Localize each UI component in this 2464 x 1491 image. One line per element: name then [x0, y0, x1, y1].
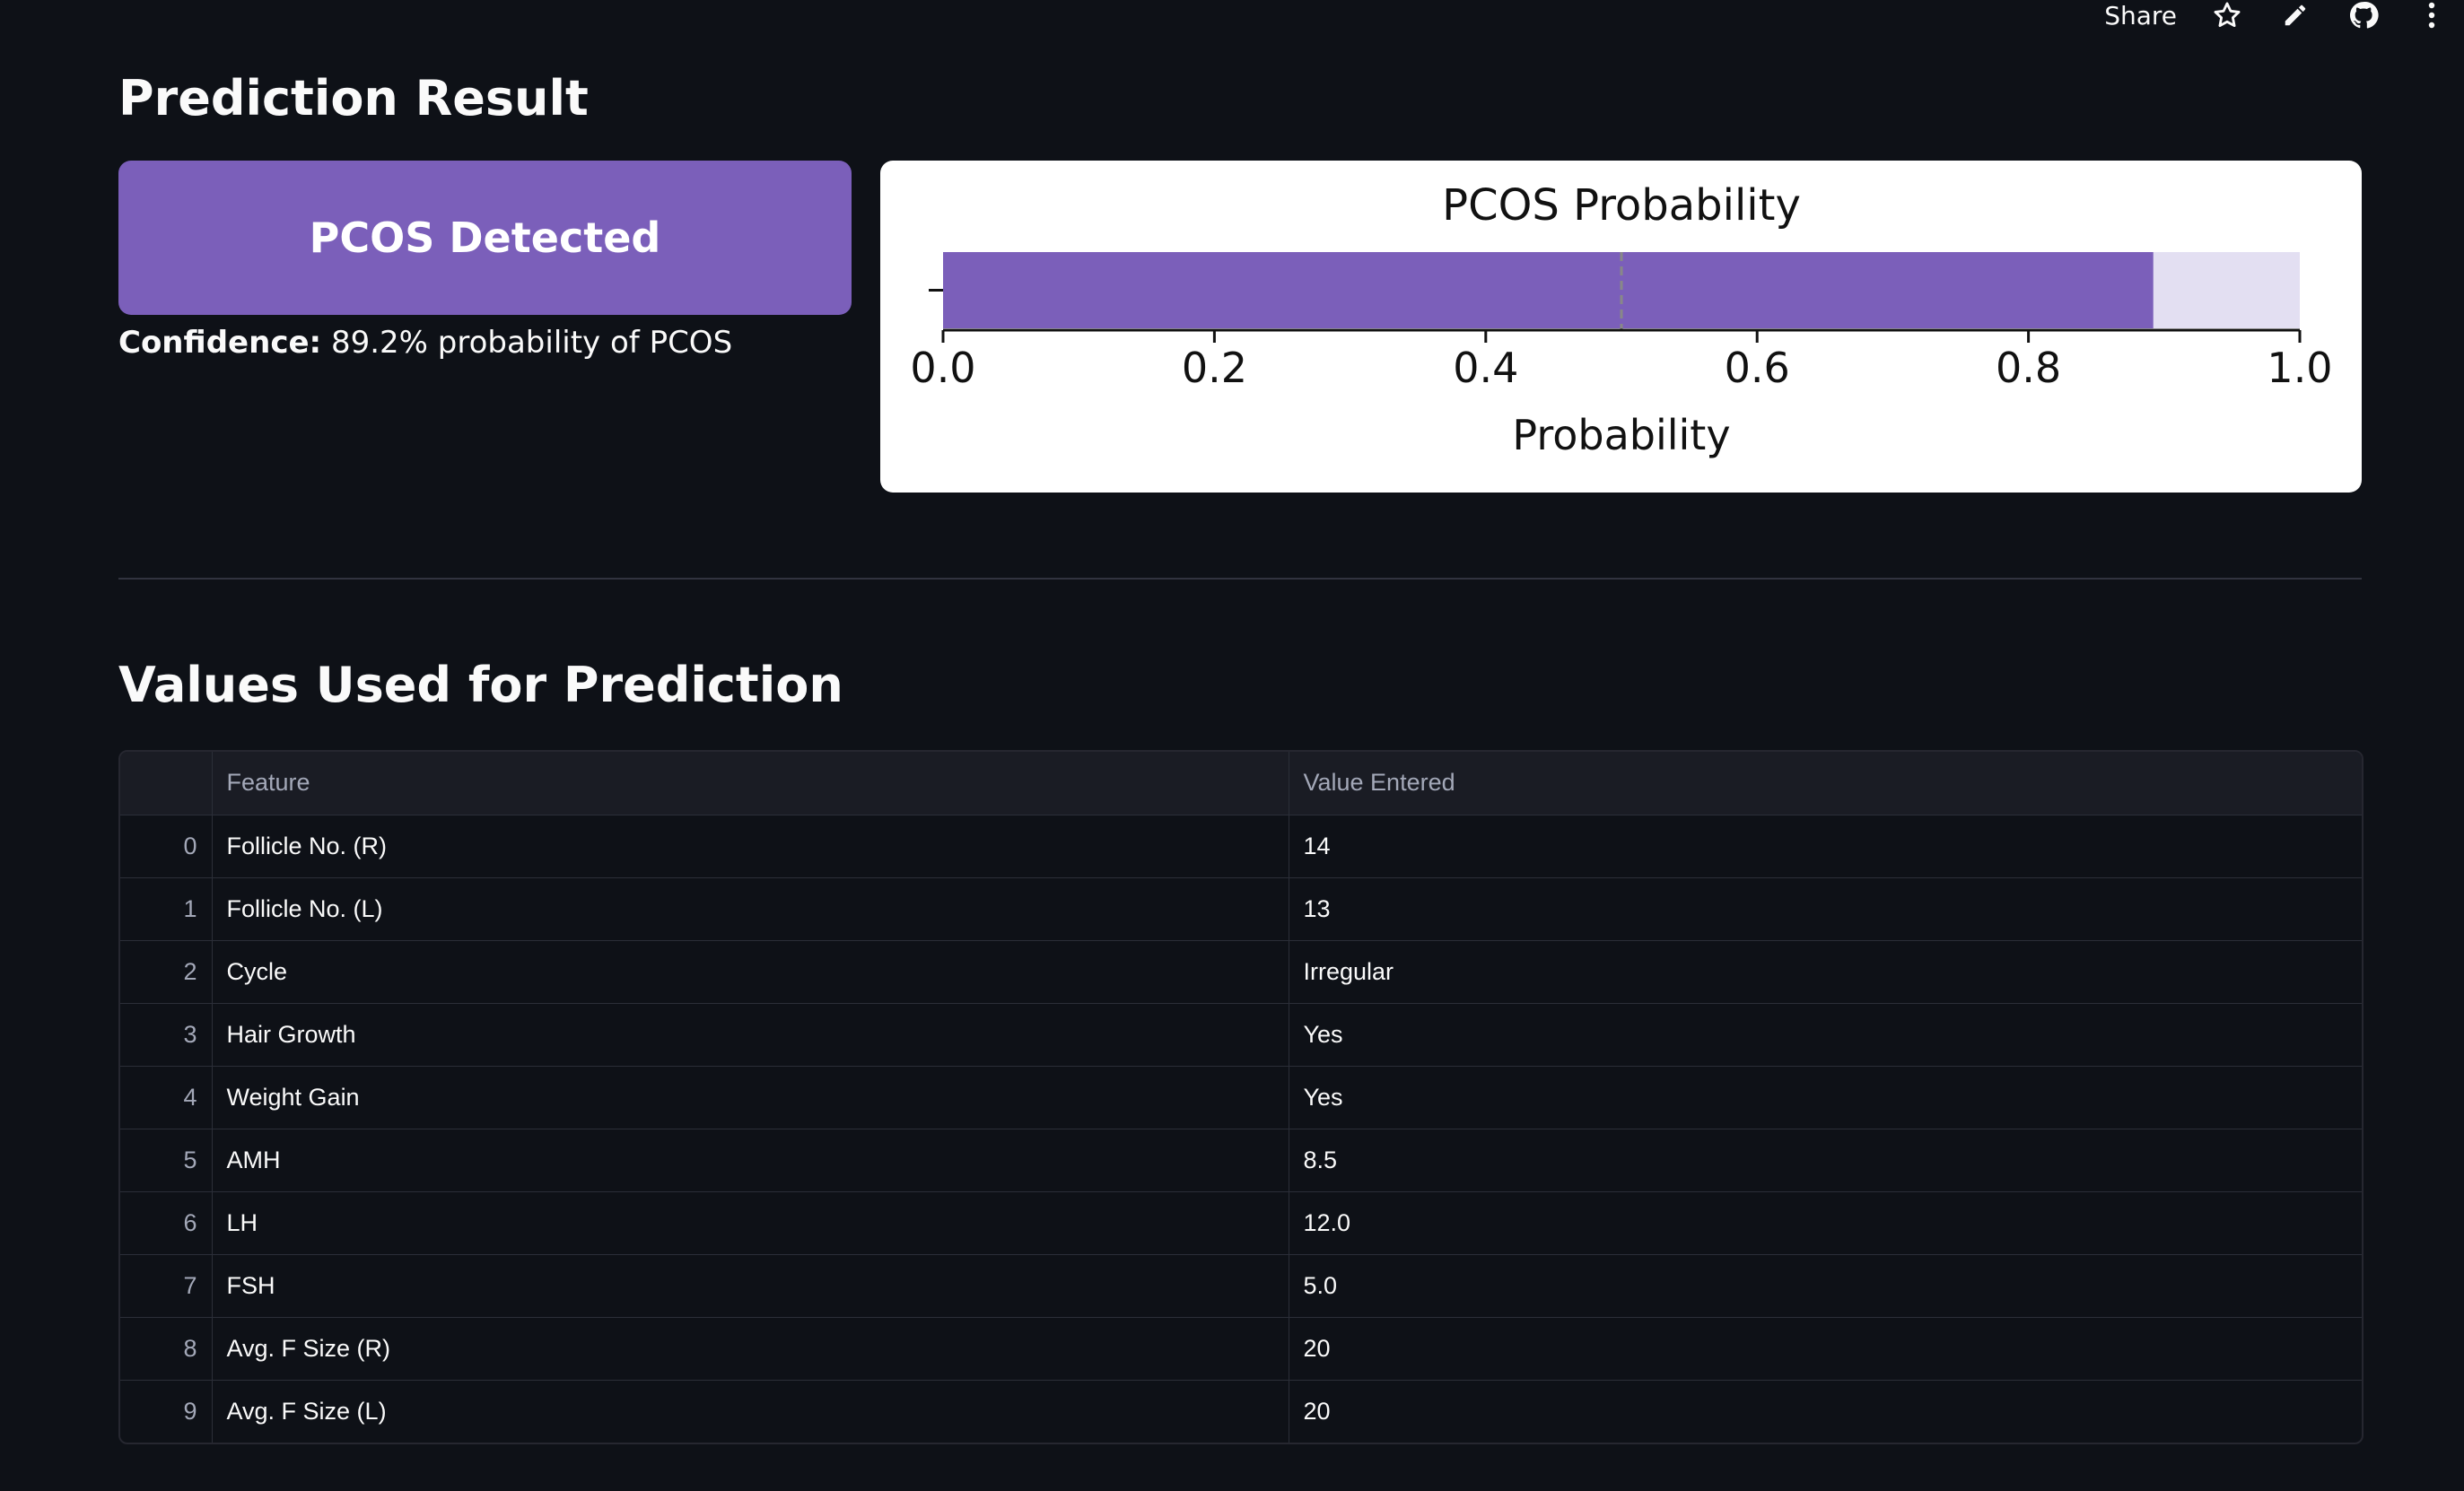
- table-row[interactable]: 7 FSH 5.0: [120, 1254, 2362, 1318]
- row-index: 7: [120, 1254, 213, 1318]
- x-tick-label: 0.6: [1725, 344, 1790, 392]
- feature-cell[interactable]: Cycle: [212, 940, 1289, 1004]
- feature-cell[interactable]: Weight Gain: [212, 1066, 1289, 1129]
- row-index: 8: [120, 1317, 213, 1381]
- value-cell[interactable]: Yes: [1289, 1066, 2362, 1129]
- probability-chart-svg: PCOS Probability 0.0 0.2 0.4 0.6 0.8 1.0 Prob…: [910, 180, 2333, 459]
- table-row[interactable]: 9 Avg. F Size (L) 20: [120, 1380, 2362, 1443]
- row-index: 1: [120, 877, 213, 941]
- pencil-icon[interactable]: [2277, 0, 2313, 31]
- value-cell[interactable]: Yes: [1289, 1003, 2362, 1067]
- value-column-header[interactable]: Value Entered: [1289, 752, 2362, 815]
- feature-cell[interactable]: AMH: [212, 1129, 1289, 1192]
- feature-cell[interactable]: Hair Growth: [212, 1003, 1289, 1067]
- confidence-value: 89.2% probability of PCOS: [330, 325, 733, 361]
- result-status-text: PCOS Detected: [309, 214, 661, 262]
- feature-column-header[interactable]: Feature: [212, 752, 1289, 815]
- row-index: 4: [120, 1066, 213, 1129]
- value-cell[interactable]: Irregular: [1289, 940, 2362, 1004]
- chart-title: PCOS Probability: [1442, 180, 1801, 231]
- feature-cell[interactable]: Follicle No. (L): [212, 877, 1289, 941]
- probability-chart: PCOS Probability 0.0 0.2 0.4 0.6 0.8 1.0 Prob…: [880, 161, 2362, 493]
- feature-cell[interactable]: Avg. F Size (L): [212, 1380, 1289, 1443]
- value-cell[interactable]: 20: [1303, 1397, 1331, 1425]
- pcos-result-banner: PCOS Detected: [118, 161, 852, 315]
- x-tick-label: 0.4: [1453, 344, 1518, 392]
- value-cell[interactable]: 5.0: [1289, 1254, 2362, 1318]
- table-row[interactable]: 8 Avg. F Size (R) 20: [120, 1317, 2362, 1381]
- star-icon[interactable]: [2209, 0, 2245, 31]
- row-index: 5: [120, 1129, 213, 1192]
- values-table[interactable]: Feature Value Entered 0 Follicle No. (R)…: [118, 750, 2364, 1444]
- x-axis-ticks: 0.0 0.2 0.4 0.6 0.8 1.0: [910, 330, 2333, 392]
- value-cell[interactable]: 13: [1289, 877, 2362, 941]
- row-index: 9: [120, 1380, 213, 1443]
- row-index: 6: [120, 1191, 213, 1255]
- x-tick-label: 0.0: [910, 344, 975, 392]
- table-row[interactable]: 1 Follicle No. (L) 13: [120, 877, 2362, 941]
- feature-cell[interactable]: FSH: [212, 1254, 1289, 1318]
- github-icon[interactable]: [2346, 0, 2381, 31]
- confidence-label: Confidence:: [118, 325, 322, 361]
- value-cell[interactable]: 8.5: [1289, 1129, 2362, 1192]
- more-vertical-icon[interactable]: [2414, 0, 2450, 31]
- row-index: 0: [120, 815, 213, 878]
- row-index: 2: [120, 940, 213, 1004]
- index-column-header[interactable]: [120, 752, 213, 815]
- value-cell[interactable]: 12.0: [1289, 1191, 2362, 1255]
- table-row[interactable]: 4 Weight Gain Yes: [120, 1066, 2362, 1129]
- section-divider: [118, 578, 2362, 580]
- feature-cell[interactable]: Avg. F Size (R): [212, 1317, 1289, 1381]
- row-index: 3: [120, 1003, 213, 1067]
- table-row[interactable]: 5 AMH 8.5: [120, 1129, 2362, 1192]
- x-tick-label: 1.0: [2267, 344, 2332, 392]
- table-row[interactable]: 6 LH 12.0: [120, 1191, 2362, 1255]
- feature-cell[interactable]: Follicle No. (R): [212, 815, 1289, 878]
- value-cell[interactable]: 14: [1289, 815, 2362, 878]
- table-row[interactable]: 3 Hair Growth Yes: [120, 1003, 2362, 1067]
- app-toolbar: Share: [2104, 0, 2464, 31]
- x-tick-label: 0.2: [1182, 344, 1247, 392]
- values-table-grid: Feature Value Entered 0 Follicle No. (R)…: [120, 752, 2362, 1443]
- share-button[interactable]: Share: [2104, 0, 2177, 31]
- prediction-result-heading: Prediction Result: [118, 70, 589, 126]
- table-row[interactable]: 0 Follicle No. (R) 14: [120, 815, 2362, 878]
- values-heading: Values Used for Prediction: [118, 657, 843, 713]
- table-header-row: Feature Value Entered: [120, 752, 2362, 815]
- value-cell[interactable]: 20: [1289, 1317, 2362, 1381]
- x-tick-label: 0.8: [1996, 344, 2061, 392]
- probability-bar: [943, 252, 2154, 328]
- feature-cell[interactable]: LH: [212, 1191, 1289, 1255]
- x-axis-label: Probability: [1512, 411, 1730, 459]
- table-row[interactable]: 2 Cycle Irregular: [120, 940, 2362, 1004]
- confidence-text: Confidence: 89.2% probability of PCOS: [118, 325, 732, 361]
